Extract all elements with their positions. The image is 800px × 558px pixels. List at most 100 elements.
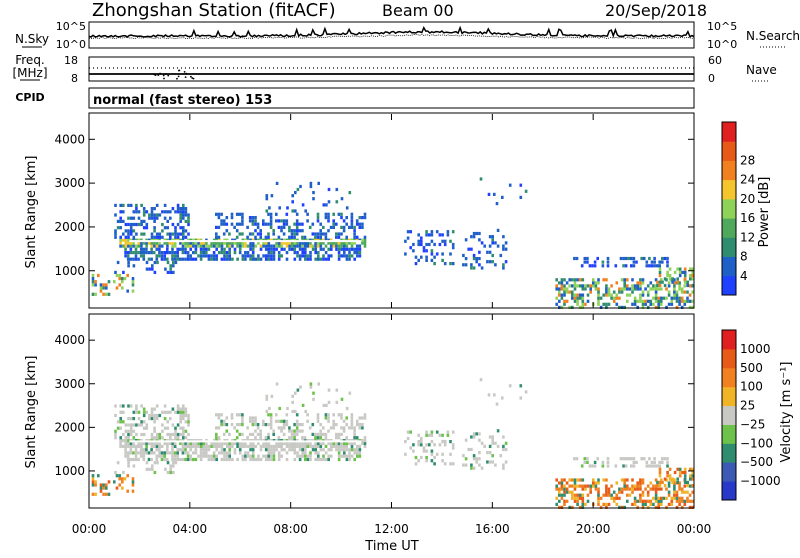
- power-cell: [314, 241, 317, 245]
- power-cell: [210, 244, 213, 248]
- velocity-cell: [179, 407, 182, 411]
- power-cell: [228, 244, 232, 248]
- velocity-cell: [688, 484, 692, 488]
- power-cell: [244, 251, 247, 255]
- power-cell: [306, 241, 310, 245]
- velocity-cell: [152, 451, 156, 455]
- velocity-cell: [134, 448, 138, 452]
- velocity-cell: [169, 410, 172, 414]
- power-cell: [633, 296, 637, 300]
- power-cell: [337, 247, 341, 251]
- power-cell: [327, 216, 330, 220]
- power-cell: [491, 238, 494, 242]
- velocity-cell: [555, 487, 558, 491]
- power-cell: [327, 241, 330, 245]
- power-cell: [565, 299, 569, 303]
- velocity-cell: [496, 444, 500, 448]
- velocity-cell: [124, 451, 127, 455]
- velocity-cell: [142, 451, 146, 455]
- power-cell: [312, 191, 315, 195]
- velocity-cell: [291, 409, 294, 414]
- velocity-cell: [612, 496, 616, 500]
- power-cell: [628, 293, 632, 297]
- power-cell: [179, 241, 182, 245]
- velocity-cell: [683, 490, 687, 494]
- velocity-cell: [683, 467, 687, 471]
- power-cell: [586, 256, 589, 261]
- velocity-cell: [275, 419, 278, 423]
- velocity-cell: [443, 443, 447, 447]
- velocity-cell: [337, 444, 341, 448]
- velocity-cell: [573, 487, 577, 491]
- velocity-cell: [135, 404, 138, 408]
- velocity-cell: [174, 426, 177, 430]
- power-cell: [639, 287, 642, 291]
- velocity-cell: [251, 457, 255, 462]
- power-cell: [124, 251, 127, 255]
- velocity-cell: [116, 426, 120, 430]
- velocity-cell: [246, 444, 250, 448]
- power-cell: [430, 233, 434, 237]
- power-cell: [215, 241, 219, 245]
- velocity-cell: [220, 457, 224, 462]
- velocity-cell: [235, 413, 239, 417]
- velocity-cell: [583, 460, 587, 464]
- power-cell: [231, 257, 234, 261]
- power-cell: [646, 290, 650, 294]
- velocity-cell: [127, 432, 130, 437]
- velocity-cell: [605, 478, 608, 482]
- power-cell: [293, 257, 297, 261]
- velocity-cell: [319, 429, 322, 433]
- velocity-cell: [361, 439, 364, 443]
- velocity-cell: [259, 457, 263, 462]
- velocity-cell: [199, 454, 203, 458]
- velocity-cell: [649, 487, 653, 491]
- power-cell: [573, 296, 577, 300]
- power-cell: [524, 189, 528, 193]
- velocity-cell: [691, 499, 694, 503]
- velocity-cell: [303, 444, 307, 448]
- velocity-cell: [238, 423, 242, 427]
- power-cell: [99, 283, 103, 287]
- power-cell: [607, 287, 611, 291]
- velocity-cell: [363, 441, 367, 446]
- power-cell: [443, 242, 447, 247]
- velocity-cell: [113, 480, 116, 484]
- power-cell: [576, 296, 579, 300]
- power-cell: [581, 302, 585, 306]
- power-cell: [626, 287, 629, 291]
- velocity-cell: [306, 457, 310, 462]
- velocity-cell: [244, 457, 247, 462]
- power-cell: [249, 257, 252, 261]
- power-cell: [182, 229, 185, 233]
- power-cell: [348, 257, 351, 261]
- power-cell: [636, 305, 639, 309]
- power-cell: [119, 203, 122, 207]
- velocity-cell: [443, 462, 447, 466]
- power-cell: [155, 213, 159, 217]
- velocity-cell: [134, 451, 138, 455]
- power-cell: [184, 219, 188, 223]
- power-cell: [189, 244, 193, 248]
- power-cell: [277, 254, 281, 258]
- velocity-cell: [132, 410, 136, 414]
- velocity-cell: [417, 440, 420, 444]
- y-tick-label: 2000: [54, 220, 85, 234]
- velocity-cell: [182, 404, 185, 408]
- power-cell: [649, 287, 653, 291]
- power-cell: [641, 299, 645, 303]
- power-cell: [262, 222, 265, 226]
- power-cell: [502, 235, 505, 239]
- power-cell: [270, 247, 273, 251]
- power-cell: [691, 283, 695, 288]
- velocity-cell: [314, 444, 317, 448]
- power-cell: [142, 254, 146, 258]
- velocity-cell: [293, 432, 296, 436]
- velocity-cell: [324, 432, 328, 436]
- velocity-cell: [299, 385, 302, 389]
- power-cell: [217, 216, 221, 220]
- power-cell: [335, 232, 338, 236]
- power-cell: [449, 239, 452, 243]
- power-cell: [615, 293, 619, 297]
- power-cell: [223, 251, 226, 255]
